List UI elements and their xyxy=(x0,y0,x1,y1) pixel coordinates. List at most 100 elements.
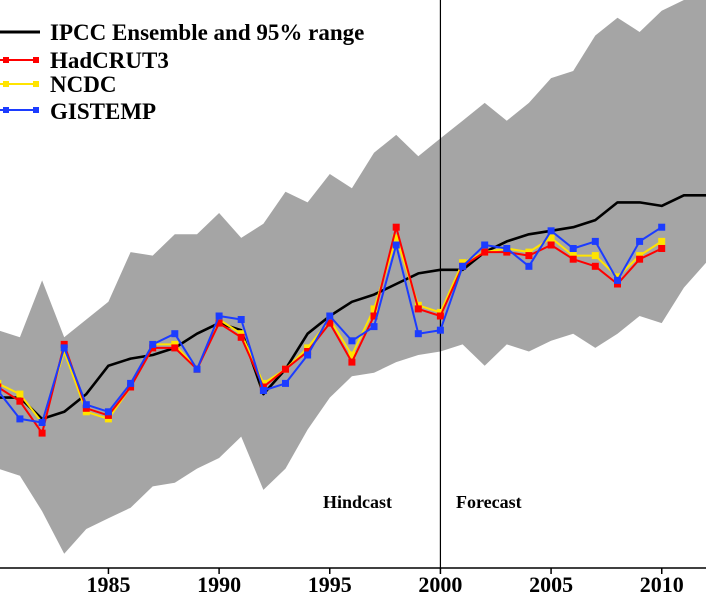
legend-marker-hadcrut3 xyxy=(33,57,39,63)
data-point-ncdc xyxy=(60,348,68,355)
legend-item-gistemp: GISTEMP xyxy=(0,99,156,124)
data-point-hadcrut3 xyxy=(104,411,112,419)
legend-marker-hadcrut3 xyxy=(3,57,9,63)
data-point-gistemp xyxy=(569,245,577,252)
data-point-hadcrut3 xyxy=(38,429,46,437)
legend: IPCC Ensemble and 95% range HadCRUT3 NCD… xyxy=(0,20,364,124)
data-point-hadcrut3 xyxy=(392,223,400,231)
legend-item-ncdc: NCDC xyxy=(0,72,116,97)
data-point-hadcrut3 xyxy=(237,333,245,341)
data-point-ncdc xyxy=(0,379,2,387)
data-point-ncdc xyxy=(436,308,444,316)
data-point-gistemp xyxy=(0,387,2,394)
x-tick-label: 2000 xyxy=(418,572,462,597)
data-point-ncdc xyxy=(459,259,467,267)
series-line-ipcc xyxy=(0,194,706,421)
data-point-hadcrut3 xyxy=(614,280,621,288)
data-point-ncdc xyxy=(547,234,555,242)
data-point-hadcrut3 xyxy=(658,245,666,252)
data-point-hadcrut3 xyxy=(414,305,422,313)
data-point-hadcrut3 xyxy=(503,248,511,256)
x-tick-label: 1985 xyxy=(86,572,130,597)
data-point-gistemp xyxy=(481,241,489,249)
data-point-gistemp xyxy=(459,262,467,270)
data-point-hadcrut3 xyxy=(171,344,179,352)
data-point-hadcrut3 xyxy=(282,365,289,373)
data-point-ncdc xyxy=(392,234,400,242)
data-point-hadcrut3 xyxy=(16,397,24,405)
data-point-hadcrut3 xyxy=(215,319,223,327)
data-point-hadcrut3 xyxy=(547,241,555,249)
data-point-gistemp xyxy=(370,323,378,331)
data-point-ncdc xyxy=(259,379,267,387)
data-point-hadcrut3 xyxy=(348,358,356,366)
data-point-gistemp xyxy=(503,245,511,252)
data-point-gistemp xyxy=(127,379,135,387)
data-point-gistemp xyxy=(215,312,223,320)
data-point-hadcrut3 xyxy=(525,252,533,260)
data-point-gistemp xyxy=(82,401,90,409)
data-point-gistemp xyxy=(525,262,533,270)
x-tick-label: 1995 xyxy=(308,572,352,597)
data-point-gistemp xyxy=(60,344,68,352)
data-point-gistemp xyxy=(414,330,422,338)
data-point-hadcrut3 xyxy=(370,312,378,320)
data-point-ncdc xyxy=(370,305,378,313)
legend-marker-gistemp xyxy=(3,107,9,113)
data-point-gistemp xyxy=(614,276,621,284)
data-point-hadcrut3 xyxy=(326,319,334,327)
data-point-gistemp xyxy=(326,312,334,320)
data-point-gistemp xyxy=(636,237,644,245)
range-band xyxy=(0,0,706,554)
data-point-gistemp xyxy=(104,408,112,416)
data-point-ncdc xyxy=(591,252,599,260)
series-layer xyxy=(0,194,706,437)
data-point-hadcrut3 xyxy=(127,383,135,391)
data-point-ncdc xyxy=(16,390,24,398)
data-point-gistemp xyxy=(16,415,24,423)
data-point-gistemp xyxy=(237,316,245,323)
data-point-ncdc xyxy=(304,344,312,352)
data-point-gistemp xyxy=(193,365,201,373)
data-point-hadcrut3 xyxy=(82,404,90,412)
data-point-hadcrut3 xyxy=(436,312,444,320)
data-point-ncdc xyxy=(237,330,245,338)
legend-label-hadcrut3: HadCRUT3 xyxy=(50,48,169,73)
x-tick-label: 1990 xyxy=(197,572,241,597)
data-point-hadcrut3 xyxy=(481,248,489,256)
data-point-gistemp xyxy=(149,340,157,348)
annotation-hindcast: Hindcast xyxy=(323,492,392,512)
data-point-hadcrut3 xyxy=(569,255,577,263)
data-point-ncdc xyxy=(658,237,666,245)
data-point-gistemp xyxy=(658,223,666,231)
x-tick-label: 2005 xyxy=(529,572,573,597)
data-point-gistemp xyxy=(171,330,179,338)
data-point-hadcrut3 xyxy=(591,262,599,270)
legend-item-hadcrut3: HadCRUT3 xyxy=(0,48,169,73)
legend-marker-gistemp xyxy=(33,107,39,113)
annotation-forecast: Forecast xyxy=(456,492,522,512)
data-point-ncdc xyxy=(636,252,644,260)
plot-area xyxy=(0,0,706,568)
legend-marker-ncdc xyxy=(33,81,39,87)
data-point-gistemp xyxy=(348,337,356,345)
data-point-gistemp xyxy=(392,241,400,249)
data-point-gistemp xyxy=(282,379,289,387)
data-point-ncdc xyxy=(569,252,577,260)
legend-marker-ncdc xyxy=(3,81,9,87)
legend-item-ensemble: IPCC Ensemble and 95% range xyxy=(0,20,364,45)
data-point-gistemp xyxy=(591,237,599,245)
data-point-gistemp xyxy=(436,326,444,334)
legend-label-ncdc: NCDC xyxy=(50,72,116,97)
data-point-gistemp xyxy=(38,419,46,426)
data-point-gistemp xyxy=(547,227,555,235)
legend-label-ensemble: IPCC Ensemble and 95% range xyxy=(50,20,364,45)
legend-label-gistemp: GISTEMP xyxy=(50,99,156,124)
x-tick-label: 2010 xyxy=(640,572,684,597)
data-point-ncdc xyxy=(348,351,356,359)
data-point-gistemp xyxy=(304,351,312,359)
data-point-gistemp xyxy=(259,387,267,394)
x-tick-layer: 1985 1990 1995 2000 2005 2010 xyxy=(86,568,684,597)
data-point-hadcrut3 xyxy=(636,255,644,263)
